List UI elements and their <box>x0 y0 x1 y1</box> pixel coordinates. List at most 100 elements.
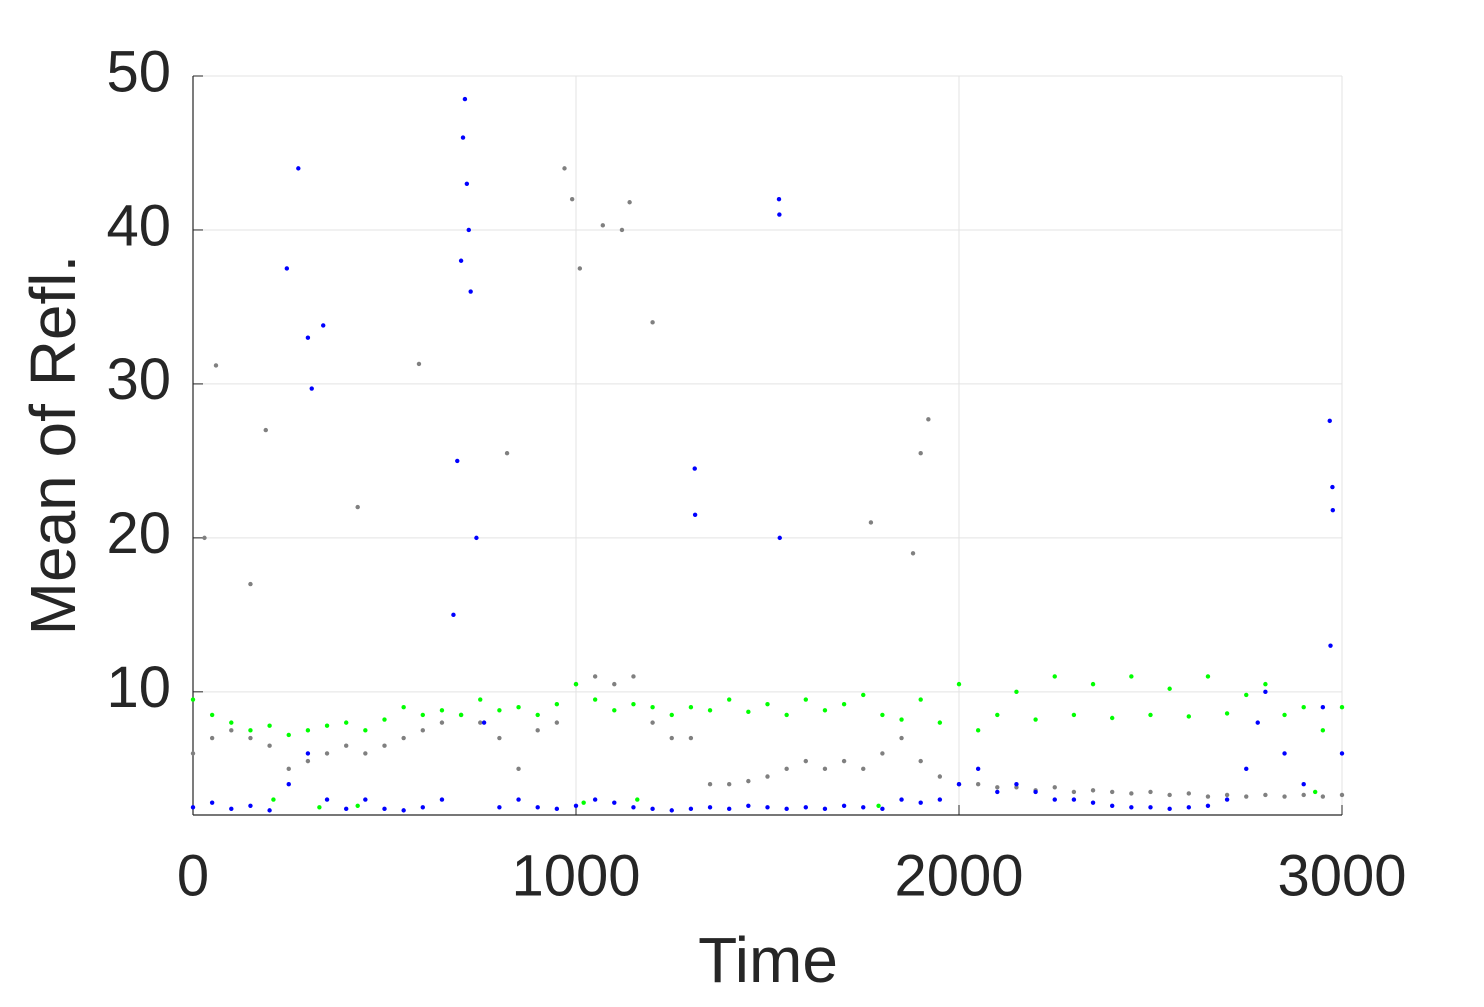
point <box>309 386 314 391</box>
point <box>229 720 234 725</box>
point <box>727 782 732 787</box>
point <box>286 766 291 772</box>
point <box>631 674 636 679</box>
point <box>305 335 311 340</box>
point <box>861 692 866 698</box>
point <box>1129 791 1134 796</box>
point <box>727 806 732 812</box>
point <box>401 735 406 741</box>
point <box>861 766 866 772</box>
point <box>868 520 874 525</box>
point <box>631 805 636 810</box>
point <box>1205 794 1211 799</box>
point <box>765 774 770 779</box>
point <box>324 797 330 802</box>
point <box>478 720 483 725</box>
point <box>317 805 322 810</box>
point <box>707 708 713 713</box>
point <box>592 674 598 679</box>
point <box>631 701 636 707</box>
point <box>918 450 923 456</box>
point <box>777 212 782 217</box>
point <box>248 803 253 808</box>
point <box>248 581 253 587</box>
point <box>1205 674 1211 679</box>
point <box>305 728 311 733</box>
point <box>669 735 674 741</box>
point <box>382 743 387 748</box>
point <box>1244 794 1249 799</box>
point <box>1301 782 1306 787</box>
point <box>355 504 360 510</box>
point <box>803 805 808 810</box>
point <box>439 797 445 802</box>
point <box>1129 805 1134 810</box>
point <box>822 806 828 812</box>
point <box>688 735 694 741</box>
point <box>1320 728 1326 733</box>
point <box>765 701 770 707</box>
point <box>746 778 751 784</box>
point <box>213 363 219 368</box>
point <box>363 751 368 756</box>
point <box>1339 751 1345 756</box>
point <box>1090 788 1096 793</box>
point <box>937 797 943 802</box>
point <box>784 712 789 718</box>
point <box>581 800 586 805</box>
point <box>627 200 632 205</box>
point <box>956 782 962 787</box>
point <box>1052 797 1057 802</box>
point <box>803 697 808 702</box>
point <box>1327 418 1332 424</box>
point <box>1205 803 1211 808</box>
point <box>776 196 782 202</box>
point <box>1071 712 1077 718</box>
point <box>1339 705 1345 710</box>
point <box>650 320 655 325</box>
point <box>497 708 502 713</box>
y-tick-label: 40 <box>106 193 171 258</box>
point <box>554 806 560 812</box>
point <box>1320 705 1326 710</box>
point <box>1071 789 1077 795</box>
point <box>535 712 540 718</box>
point <box>554 720 560 725</box>
point <box>1312 789 1318 795</box>
point <box>688 806 694 812</box>
point <box>650 806 655 812</box>
point <box>344 743 349 748</box>
y-tick-label: 20 <box>106 501 171 566</box>
point <box>1224 797 1230 802</box>
point <box>975 782 981 787</box>
point <box>692 512 698 517</box>
point <box>401 808 406 813</box>
point <box>707 805 713 810</box>
point <box>267 808 272 813</box>
point <box>209 800 215 805</box>
point <box>190 751 196 756</box>
point <box>286 732 291 738</box>
point <box>910 551 916 556</box>
point <box>612 800 617 805</box>
point <box>1148 805 1153 810</box>
point <box>420 728 425 733</box>
point <box>1263 689 1268 695</box>
point <box>1320 794 1326 799</box>
point <box>746 803 751 808</box>
point <box>573 803 579 808</box>
point <box>305 751 311 756</box>
point <box>263 427 268 433</box>
point <box>455 458 460 464</box>
point <box>321 323 326 328</box>
point <box>229 806 234 812</box>
y-tick-label: 50 <box>106 39 171 104</box>
point <box>1301 792 1306 798</box>
point <box>880 751 885 756</box>
point <box>1186 805 1192 810</box>
point <box>1255 720 1260 725</box>
point <box>975 766 981 772</box>
point <box>592 797 598 802</box>
point <box>202 535 207 541</box>
point <box>1328 643 1333 648</box>
